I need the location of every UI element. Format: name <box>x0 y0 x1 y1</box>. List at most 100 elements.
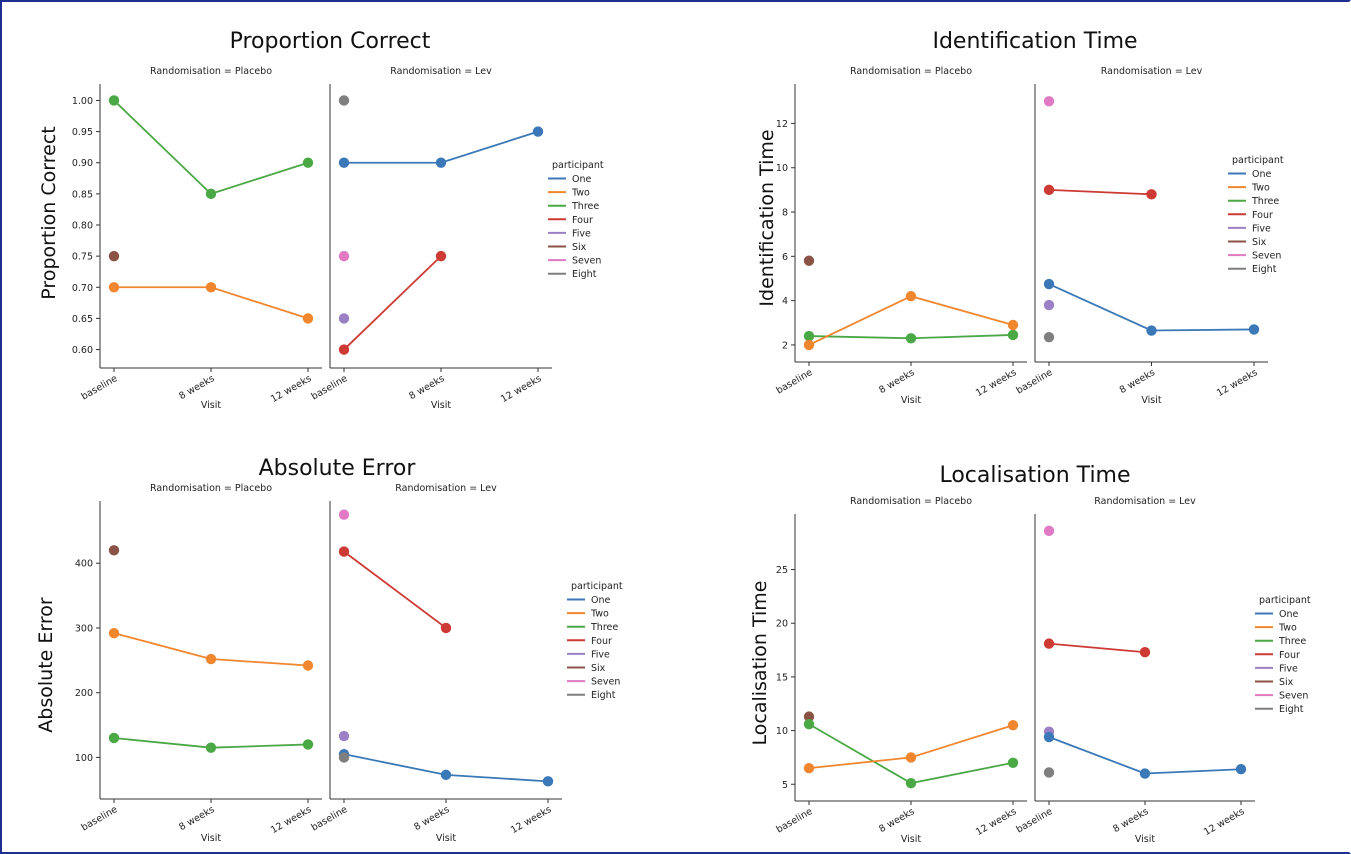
x-tick-label: 12 weeks <box>974 367 1019 399</box>
legend-entry: One <box>1252 169 1271 180</box>
panel-placebo: Randomisation = Placebo 2 4 6 8 10 12 baseline 8… <box>775 66 1027 406</box>
y-tick-label: 1.00 <box>72 96 93 107</box>
legend-entry: One <box>591 595 610 606</box>
legend-entry: Seven <box>1252 251 1281 262</box>
y-tick-label: 10 <box>776 163 788 174</box>
data-point-two <box>905 290 917 302</box>
x-tick-label: baseline <box>1015 367 1055 396</box>
data-point-two <box>108 627 120 639</box>
data-point-three <box>205 742 217 753</box>
data-point-eight <box>338 752 350 763</box>
panel-label: Randomisation = Lev <box>395 483 497 494</box>
y-tick-label: 0.85 <box>72 189 93 200</box>
y-tick-label: 0.90 <box>72 158 93 169</box>
data-point-four <box>440 622 452 634</box>
y-tick-label: 0.60 <box>72 345 93 356</box>
legend-entry: Two <box>571 188 590 199</box>
legend-title: participant <box>552 160 604 171</box>
legend-entry: Three <box>571 201 599 212</box>
series-line-four <box>1048 188 1152 196</box>
data-point-one <box>1139 768 1151 779</box>
data-point-three <box>1007 329 1019 341</box>
y-tick-label: 2 <box>782 340 788 351</box>
x-tick-label: 12 weeks <box>499 373 544 405</box>
x-axis-label: Visit <box>1141 395 1162 406</box>
series-line-four <box>343 550 447 629</box>
y-tick-label: 400 <box>75 559 93 570</box>
y-tick-label: 8 <box>782 208 788 219</box>
x-axis-label: Visit <box>201 400 222 411</box>
data-point-six <box>108 250 120 262</box>
y-axis-label: Identification Time <box>756 129 778 306</box>
data-point-seven <box>338 509 350 520</box>
y-axis-label: Absolute Error <box>35 597 57 733</box>
panel-label: Randomisation = Placebo <box>150 483 272 494</box>
data-point-four <box>1043 184 1055 196</box>
legend-entry: Three <box>1278 636 1306 647</box>
chart-title: Absolute Error <box>259 456 417 481</box>
data-point-three <box>803 330 815 342</box>
chart-1: Proportion Correct Proportion Correct Rand… <box>38 29 604 411</box>
chart-title: Proportion Correct <box>230 29 431 54</box>
legend-entry: Seven <box>591 677 620 688</box>
x-tick-label: baseline <box>310 804 350 833</box>
legend-entry: Six <box>572 242 587 253</box>
legend-entry: Four <box>591 636 612 647</box>
data-point-four <box>1146 189 1157 200</box>
data-point-one <box>338 157 350 168</box>
data-point-four <box>338 546 350 557</box>
legend-entry: Four <box>1252 210 1273 221</box>
panel-placebo: Randomisation = Placebo 5 10 15 20 25 baseline… <box>775 496 1027 845</box>
panel-placebo: Randomisation = Placebo 100 200 300 400 basel… <box>75 483 322 844</box>
data-point-two <box>108 282 120 293</box>
x-tick-label: 8 weeks <box>177 373 216 402</box>
legend-entry: Five <box>1252 223 1271 234</box>
legend-title: participant <box>1259 595 1311 606</box>
chart-title: Identification Time <box>932 29 1137 54</box>
legend-entry: Three <box>590 622 618 633</box>
legend-title: participant <box>1232 155 1284 166</box>
y-tick-label: 0.70 <box>72 283 93 294</box>
legend-entry: Three <box>1251 196 1279 207</box>
data-point-two <box>803 339 815 351</box>
data-point-two <box>205 282 217 293</box>
legend-entry: Seven <box>572 256 601 267</box>
data-point-three <box>108 732 120 744</box>
data-point-one <box>1235 764 1247 775</box>
data-point-two <box>1007 720 1019 731</box>
data-point-three <box>1007 757 1019 768</box>
y-tick-label: 6 <box>782 252 788 263</box>
data-point-four <box>1043 638 1055 649</box>
legend-entry: Two <box>1251 183 1270 194</box>
x-axis-label: Visit <box>436 833 457 844</box>
x-tick-label: 12 weeks <box>269 373 314 405</box>
x-tick-label: 12 weeks <box>269 804 314 836</box>
legend-entry: Eight <box>591 690 616 701</box>
panel-label: Randomisation = Lev <box>1101 66 1203 77</box>
panel-lev: Randomisation = Lev baseline 8 weeks 12 wee… <box>1015 66 1268 406</box>
series-line-one <box>1048 736 1242 775</box>
x-axis-label: Visit <box>901 834 922 845</box>
legend-entry: Five <box>1279 663 1298 674</box>
data-point-four <box>435 250 447 262</box>
y-tick-label: 4 <box>782 296 788 307</box>
legend-entry: Six <box>591 663 606 674</box>
x-tick-label: 8 weeks <box>407 373 446 402</box>
legend-entry: Five <box>572 228 591 239</box>
data-point-eight <box>338 95 350 106</box>
data-point-five <box>338 313 350 324</box>
panel-label: Randomisation = Lev <box>390 66 492 77</box>
y-tick-label: 15 <box>776 672 788 683</box>
panel-lev: Randomisation = Lev baseline 8 weeks 12 wee… <box>310 483 562 844</box>
data-point-eight <box>1043 331 1055 343</box>
legend-entry: Two <box>1278 623 1297 634</box>
y-axis-label: Proportion Correct <box>38 126 60 299</box>
data-point-six <box>108 545 120 556</box>
data-point-six <box>803 711 815 722</box>
panel-label: Randomisation = Lev <box>1094 496 1196 507</box>
x-tick-label: baseline <box>80 804 120 833</box>
legend-title: participant <box>571 581 623 592</box>
x-tick-label: 8 weeks <box>177 804 216 833</box>
legend-entry: Six <box>1252 237 1267 248</box>
legend-entry: One <box>572 174 591 185</box>
